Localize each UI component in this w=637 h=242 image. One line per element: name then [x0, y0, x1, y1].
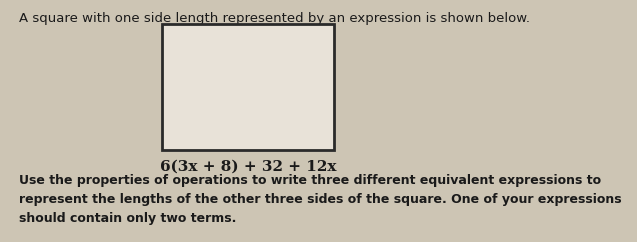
Text: Use the properties of operations to write three different equivalent expressions: Use the properties of operations to writ…	[19, 174, 622, 225]
Bar	[162, 24, 334, 150]
Text: A square with one side length represented by an expression is shown below.: A square with one side length represente…	[19, 12, 530, 25]
Text: 6(3x + 8) + 32 + 12x: 6(3x + 8) + 32 + 12x	[160, 160, 337, 174]
